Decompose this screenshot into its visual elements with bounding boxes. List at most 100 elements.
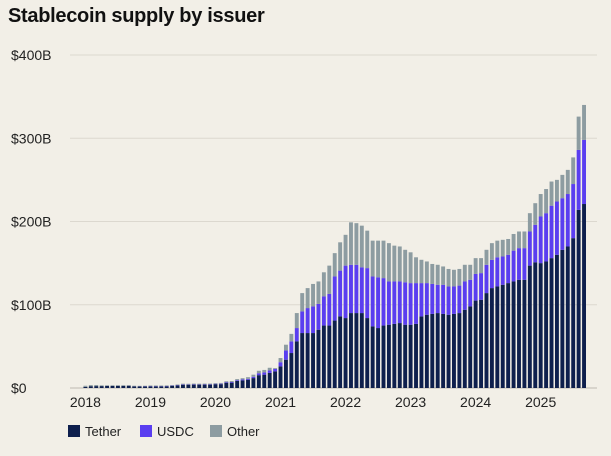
- bar-segment-other: [83, 385, 88, 387]
- bar-segment-other: [186, 383, 191, 385]
- bar-segment-other: [576, 116, 581, 150]
- legend-label-usdc: USDC: [157, 424, 194, 439]
- bar-segment-usdc: [452, 286, 456, 314]
- bar-segment-usdc: [283, 350, 288, 360]
- bar-segment-tether: [224, 382, 229, 388]
- bar-segment-other: [457, 268, 462, 286]
- x-tick-label: 2018: [70, 394, 101, 410]
- bar-segment-tether: [246, 379, 250, 388]
- bar-segment-tether: [506, 283, 511, 388]
- bar-segment-other: [278, 358, 283, 363]
- bar-segment-other: [468, 264, 473, 280]
- bar-segment-tether: [430, 313, 435, 388]
- bar-segment-other: [392, 245, 397, 282]
- bar-segment-other: [338, 242, 343, 271]
- bar-segment-other: [251, 374, 256, 377]
- bar-segment-tether: [435, 313, 440, 388]
- bar-segment-usdc: [267, 370, 272, 373]
- bar-segment-tether: [321, 325, 326, 388]
- bar-segment-tether: [283, 359, 288, 388]
- bar-segment-other: [332, 253, 337, 277]
- bar-segment-other: [549, 181, 554, 206]
- bar-segment-usdc: [332, 276, 337, 321]
- bar-segment-usdc: [462, 281, 467, 310]
- x-tick-label: 2020: [200, 394, 231, 410]
- bar-segment-other: [148, 385, 153, 387]
- bar-segment-usdc: [489, 259, 494, 289]
- bar-segment-tether: [554, 254, 559, 388]
- bar-segment-usdc: [327, 293, 332, 326]
- bar-segment-other: [164, 385, 169, 387]
- bar-segment-tether: [278, 366, 283, 388]
- bar-segment-other: [527, 213, 532, 232]
- bar-segment-usdc: [229, 382, 234, 383]
- bar-segment-usdc: [582, 139, 586, 205]
- bar-segment-tether: [408, 324, 413, 388]
- bar-segment-other: [202, 383, 207, 385]
- bar-segment-tether: [121, 385, 126, 388]
- bar-segment-other: [262, 369, 267, 373]
- bar-segment-other: [170, 385, 175, 386]
- y-tick-label: $0: [11, 380, 27, 396]
- bar-segment-other: [500, 239, 505, 257]
- bar-segment-tether: [143, 386, 147, 388]
- y-tick-label: $100B: [11, 297, 51, 313]
- bar-segment-tether: [202, 384, 207, 388]
- bar-segment-tether: [181, 384, 185, 388]
- chart-title: Stablecoin supply by issuer: [8, 5, 265, 27]
- bar-segment-usdc: [424, 283, 429, 315]
- bar-segment-other: [224, 381, 229, 383]
- bar-segment-tether: [99, 386, 104, 388]
- bar-segment-other: [403, 249, 408, 283]
- bar-segment-tether: [110, 385, 115, 388]
- bar-segment-other: [159, 385, 164, 387]
- x-tick-label: 2019: [135, 394, 166, 410]
- bar-segment-tether: [538, 263, 543, 388]
- bar-segment-tether: [332, 320, 337, 388]
- bar-segment-other: [522, 231, 527, 249]
- bar-segment-usdc: [321, 296, 326, 326]
- bar-segment-usdc: [506, 254, 511, 284]
- bar-segment-usdc: [560, 198, 565, 250]
- bar-segment-tether: [311, 333, 315, 388]
- bar-segment-tether: [381, 325, 386, 388]
- bar-segment-tether: [213, 384, 218, 388]
- bar-segment-tether: [511, 281, 516, 388]
- bar-segment-usdc: [278, 362, 283, 367]
- bar-segment-usdc: [500, 256, 505, 285]
- bar-segment-usdc: [240, 379, 245, 381]
- bar-segment-other: [88, 385, 93, 387]
- bar-segment-other: [218, 382, 223, 384]
- bar-segment-tether: [462, 309, 467, 388]
- bar-segment-tether: [386, 324, 391, 388]
- bar-segment-tether: [105, 385, 110, 388]
- bar-segment-usdc: [446, 286, 451, 315]
- bar-segment-tether: [115, 385, 120, 388]
- bar-segment-other: [300, 293, 305, 312]
- bar-segment-other: [197, 383, 202, 385]
- bar-segment-tether: [354, 313, 359, 388]
- bar-segment-other: [175, 384, 180, 386]
- bar-segment-other: [213, 383, 218, 384]
- bar-segment-other: [424, 261, 429, 284]
- bar-segment-usdc: [338, 270, 343, 317]
- bar-segment-tether: [208, 384, 213, 388]
- bar-segment-other: [506, 238, 511, 255]
- bar-segment-tether: [419, 316, 424, 388]
- bar-segment-other: [240, 378, 245, 380]
- bar-segment-usdc: [549, 205, 554, 259]
- bar-segment-tether: [300, 333, 305, 388]
- bar-segment-tether: [186, 384, 191, 388]
- legend-swatch-usdc: [140, 425, 152, 437]
- bar-segment-other: [283, 344, 288, 351]
- bar-segment-other: [560, 174, 565, 199]
- bar-segment-usdc: [262, 372, 267, 375]
- bar-segment-other: [327, 265, 332, 294]
- bar-segment-tether: [484, 293, 489, 388]
- bar-segment-tether: [489, 288, 494, 388]
- bar-segment-usdc: [289, 341, 294, 354]
- bar-segment-tether: [218, 384, 223, 388]
- bar-segment-usdc: [414, 283, 418, 324]
- bar-segment-tether: [148, 386, 153, 388]
- bar-segment-usdc: [479, 273, 484, 300]
